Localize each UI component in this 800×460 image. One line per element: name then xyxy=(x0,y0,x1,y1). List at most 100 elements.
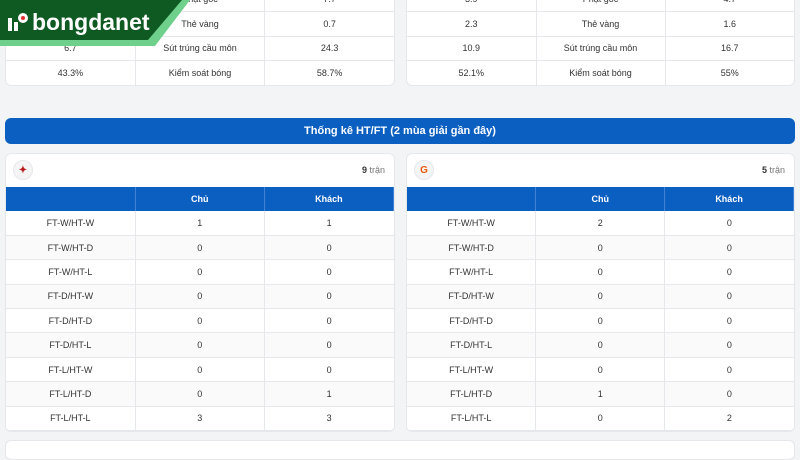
result-count: 0 xyxy=(664,235,794,261)
result-count: 1 xyxy=(535,381,666,407)
match-count: 9 trận xyxy=(361,165,385,175)
stat-value: 16.7 xyxy=(665,36,794,61)
result-label: FT-D/HT-D xyxy=(407,308,537,334)
column-header: Chủ xyxy=(535,187,666,211)
result-count: 0 xyxy=(264,357,394,383)
result-label: FT-L/HT-D xyxy=(407,381,537,407)
result-count: 1 xyxy=(135,211,265,236)
result-label: FT-L/HT-W xyxy=(407,357,537,383)
column-header: Khách xyxy=(264,187,394,211)
stat-value: 58.7% xyxy=(264,60,394,85)
stat-label: Kiểm soát bóng xyxy=(536,60,666,85)
stat-label: Phạt góc xyxy=(135,0,266,12)
stat-row: 52.1% Kiểm soát bóng 55% xyxy=(407,60,794,85)
bongdanet-logo[interactable]: bongdanet xyxy=(0,0,200,46)
htft-card-home: ✦ 9 trận Chủ Khách FT-W/HT-W 1 1 FT-W/HT-D 0 0 F… xyxy=(5,153,395,432)
section-title: Thống kê HT/FT (2 mùa giải gần đây) xyxy=(5,118,795,144)
team-logo-icon: ✦ xyxy=(13,160,33,180)
result-count: 0 xyxy=(264,308,394,334)
table-row: FT-W/HT-W 2 0 xyxy=(407,211,794,236)
result-count: 0 xyxy=(135,381,265,407)
result-count: 0 xyxy=(535,332,666,358)
result-label: FT-D/HT-W xyxy=(407,284,537,310)
result-label: FT-L/HT-L xyxy=(6,406,136,431)
result-label: FT-W/HT-L xyxy=(407,259,537,285)
result-label: FT-W/HT-L xyxy=(6,259,136,285)
column-header xyxy=(407,187,537,211)
table-header: Chủ Khách xyxy=(407,187,794,211)
table-row: FT-L/HT-D 0 1 xyxy=(6,381,394,407)
result-label: FT-D/HT-L xyxy=(6,332,136,358)
result-label: FT-L/HT-D xyxy=(6,381,136,407)
htft-card-away: G 5 trận Chủ Khách FT-W/HT-W 2 0 FT-W/HT-D 0 0 F… xyxy=(406,153,795,432)
stat-label: Sút trúng cầu môn xyxy=(536,36,666,61)
stat-value: 10.9 xyxy=(407,36,537,61)
table-row: FT-D/HT-L 0 0 xyxy=(6,332,394,358)
result-count: 0 xyxy=(264,284,394,310)
stat-value: 1.6 xyxy=(665,11,794,37)
stat-value: 0.7 xyxy=(264,11,394,37)
stat-value: 24.3 xyxy=(264,36,394,61)
column-header: Khách xyxy=(664,187,794,211)
table-header: Chủ Khách xyxy=(6,187,394,211)
result-label: FT-L/HT-W xyxy=(6,357,136,383)
table-row: FT-D/HT-D 0 0 xyxy=(6,308,394,334)
result-count: 0 xyxy=(264,235,394,261)
result-count: 0 xyxy=(535,406,666,431)
result-count: 0 xyxy=(664,259,794,285)
table-row: FT-W/HT-L 0 0 xyxy=(407,259,794,285)
result-label: FT-W/HT-W xyxy=(407,211,537,236)
stat-value: 43.3% xyxy=(6,60,136,85)
result-count: 3 xyxy=(264,406,394,431)
table-row: FT-W/HT-D 0 0 xyxy=(407,235,794,261)
result-label: FT-D/HT-D xyxy=(6,308,136,334)
stat-row: 3.9Phạt góc4.7 xyxy=(407,0,794,12)
stat-label: Phạt góc xyxy=(536,0,666,12)
table-row: FT-W/HT-L 0 0 xyxy=(6,259,394,285)
table-row: FT-D/HT-L 0 0 xyxy=(407,332,794,358)
result-count: 0 xyxy=(535,235,666,261)
result-count: 2 xyxy=(535,211,666,236)
table-row: FT-W/HT-D 0 0 xyxy=(6,235,394,261)
stat-row: 43.3% Kiểm soát bóng 58.7% xyxy=(6,60,394,85)
stat-row: 10.9 Sút trúng cầu môn 16.7 xyxy=(407,36,794,61)
result-count: 0 xyxy=(135,259,265,285)
column-header: Chủ xyxy=(135,187,265,211)
result-label: FT-D/HT-W xyxy=(6,284,136,310)
table-row: FT-L/HT-D 1 0 xyxy=(407,381,794,407)
result-count: 0 xyxy=(264,332,394,358)
result-label: FT-L/HT-L xyxy=(407,406,537,431)
result-count: 2 xyxy=(664,406,794,431)
result-count: 0 xyxy=(664,332,794,358)
result-label: FT-W/HT-W xyxy=(6,211,136,236)
result-count: 0 xyxy=(535,357,666,383)
result-count: 0 xyxy=(535,308,666,334)
result-count: 0 xyxy=(135,357,265,383)
result-count: 0 xyxy=(135,284,265,310)
logo-text: bongdanet xyxy=(32,9,150,35)
stat-row: 2.3 Thẻ vàng 1.6 xyxy=(407,11,794,37)
table-row: FT-L/HT-W 0 0 xyxy=(6,357,394,383)
result-count: 1 xyxy=(264,211,394,236)
stat-label: Thẻ vàng xyxy=(536,11,666,37)
result-count: 0 xyxy=(664,308,794,334)
stat-value: 4.7 xyxy=(665,0,794,12)
match-count: 5 trận xyxy=(761,165,785,175)
table-row: FT-D/HT-D 0 0 xyxy=(407,308,794,334)
result-label: FT-D/HT-L xyxy=(407,332,537,358)
result-count: 0 xyxy=(664,381,794,407)
table-row: FT-D/HT-W 0 0 xyxy=(6,284,394,310)
stat-value: 7.7 xyxy=(264,0,394,12)
result-count: 0 xyxy=(135,332,265,358)
stat-value: 52.1% xyxy=(407,60,537,85)
table-row: FT-L/HT-L 3 3 xyxy=(6,406,394,431)
result-count: 3 xyxy=(135,406,265,431)
column-header xyxy=(6,187,136,211)
stat-value: 2.3 xyxy=(407,11,537,37)
table-row: FT-D/HT-W 0 0 xyxy=(407,284,794,310)
table-row: FT-L/HT-L 0 2 xyxy=(407,406,794,431)
result-count: 0 xyxy=(535,259,666,285)
next-section-card xyxy=(5,440,795,460)
stat-value: 55% xyxy=(665,60,794,85)
result-label: FT-W/HT-D xyxy=(6,235,136,261)
